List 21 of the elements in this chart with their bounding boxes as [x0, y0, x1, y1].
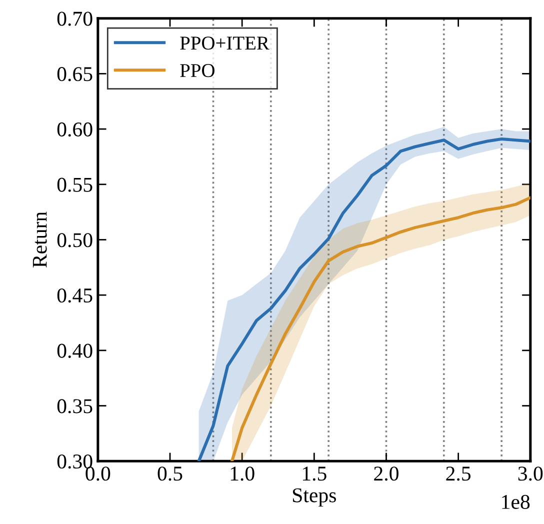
- x-tick-label: 2.0: [374, 466, 398, 481]
- y-axis-title: Return: [32, 212, 47, 268]
- x-tick-label: 0.0: [86, 466, 110, 481]
- legend-label: PPO: [180, 64, 214, 78]
- y-tick-label: 0.55: [57, 178, 92, 192]
- y-tick-label: 0.45: [57, 288, 92, 303]
- x-tick-label: 1.5: [302, 466, 326, 481]
- x-tick-label: 0.5: [158, 466, 182, 481]
- x-tick-label: 3.0: [518, 466, 543, 481]
- y-tick-label: 0.70: [57, 12, 92, 26]
- y-tick-label: 0.50: [57, 233, 92, 248]
- y-tick-label: 0.35: [57, 399, 92, 414]
- y-tick-label: 0.30: [57, 454, 92, 469]
- x-tick-label: 2.5: [446, 466, 471, 481]
- text: 1e8: [502, 494, 530, 509]
- y-tick-label: 0.60: [57, 122, 92, 137]
- x-tick-label: 1.0: [230, 466, 254, 481]
- y-tick-label: 0.40: [57, 344, 92, 358]
- y-tick-label: 0.65: [57, 67, 92, 82]
- x-axis-title: Steps: [292, 488, 336, 507]
- legend-label: PPO+ITER: [180, 36, 270, 50]
